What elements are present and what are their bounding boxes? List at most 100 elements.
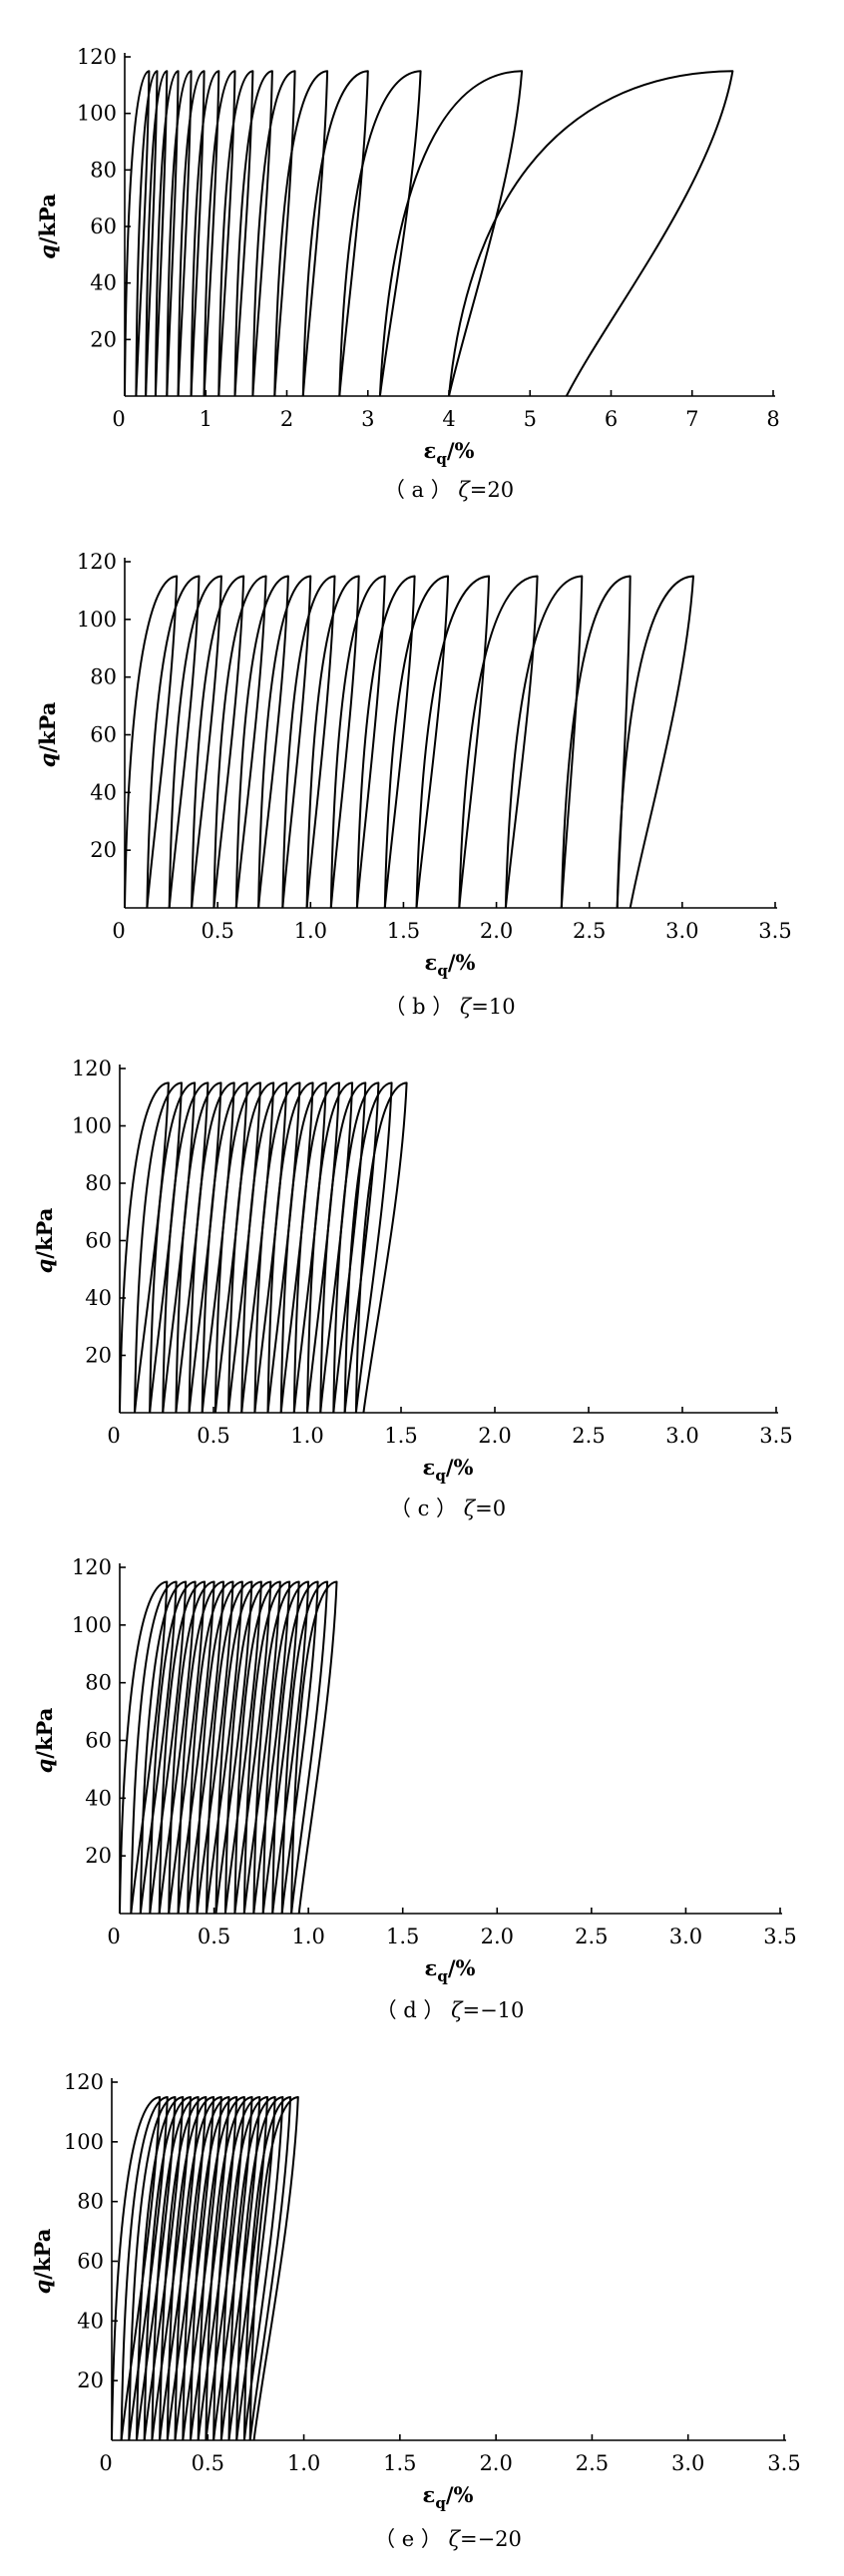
loading-cycle-loop-10 xyxy=(329,575,386,909)
x-tick-label: 0.5 xyxy=(198,1925,230,1948)
panel-caption: （ a ） ζ=20 xyxy=(384,478,514,502)
loading-cycle-loop-13 xyxy=(415,575,491,909)
loading-cycle-loop-18 xyxy=(242,2096,292,2441)
loading-cycle-loop-11 xyxy=(253,1081,301,1414)
y-tick-label: 80 xyxy=(90,665,117,689)
x-tick-label: 2 xyxy=(280,407,293,431)
loading-cycle-loop-11 xyxy=(190,2096,238,2441)
x-tick-label: 0 xyxy=(112,919,125,943)
x-tick-label: 2.5 xyxy=(575,1925,608,1948)
x-tick-label: 3.0 xyxy=(665,919,698,943)
x-tick-label: 3.5 xyxy=(767,2451,800,2475)
loading-cycle-loop-14 xyxy=(212,2096,261,2441)
loading-cycle-loop-8 xyxy=(281,575,336,909)
y-tick-label: 120 xyxy=(72,1057,112,1080)
x-tick-label: 2.0 xyxy=(480,919,513,943)
loading-cycle-loop-6 xyxy=(151,2096,200,2441)
x-axis-label: εq/% xyxy=(425,950,476,980)
y-tick-label: 60 xyxy=(77,2250,104,2274)
loading-cycle-loop-10 xyxy=(233,70,273,397)
panel-caption: （ d ） ζ=−10 xyxy=(376,1998,525,2022)
x-tick-label: 1.5 xyxy=(386,1925,419,1948)
loading-cycle-loop-19 xyxy=(354,1081,408,1414)
x-tick-label: 3.0 xyxy=(669,1925,702,1948)
y-tick-label: 120 xyxy=(77,45,117,69)
loading-cycle-loop-2 xyxy=(146,575,201,909)
loading-cycle-loop-19 xyxy=(248,2096,299,2441)
loading-cycle-loop-1 xyxy=(111,2096,162,2441)
loading-cycle-loop-9 xyxy=(174,2096,222,2441)
loading-cycle-loop-6 xyxy=(188,1081,235,1414)
y-tick-label: 120 xyxy=(72,1555,112,1579)
x-tick-label: 0 xyxy=(107,1424,120,1448)
loading-cycle-loop-8 xyxy=(203,70,236,397)
loading-cycle-loop-1 xyxy=(119,1081,170,1414)
loading-cycle-loop-10 xyxy=(182,2096,230,2441)
loading-cycle-loop-7 xyxy=(190,70,220,397)
x-tick-label: 1.5 xyxy=(383,2451,416,2475)
loading-cycle-loop-17 xyxy=(332,1081,380,1414)
panel-3: 0 0.5 1.0 1.5 2.0 2.5 3.0 3.5 20 40 60 80 100 120 q/kP… xyxy=(32,1057,793,1520)
panel-caption: （ e ） ζ=−20 xyxy=(374,2527,522,2551)
y-tick-label: 40 xyxy=(85,1286,112,1310)
y-tick-label: 60 xyxy=(90,723,117,747)
loading-cycle-loop-9 xyxy=(217,70,254,397)
loading-cycle-loop-8 xyxy=(213,1081,261,1414)
loading-cycle-loop-14 xyxy=(292,1081,340,1414)
loading-cycle-loop-13 xyxy=(301,70,369,397)
y-tick-label: 60 xyxy=(85,1229,112,1253)
loading-cycle-loop-5 xyxy=(175,1081,222,1414)
loading-cycle-loop-16 xyxy=(227,2096,276,2441)
panel-5: 0 0.5 1.0 1.5 2.0 2.5 3.0 3.5 20 40 60 80 100 120 q/kP… xyxy=(30,2070,801,2551)
loading-cycle-loop-13 xyxy=(205,2096,253,2441)
x-tick-label: 2.5 xyxy=(573,919,606,943)
x-tick-label: 4 xyxy=(442,407,455,431)
loading-cycle-loop-12 xyxy=(383,575,450,909)
x-axis-label: εq/% xyxy=(423,2482,474,2512)
loading-cycle-loop-4 xyxy=(154,70,180,397)
x-tick-label: 0.5 xyxy=(201,919,233,943)
loading-cycle-loop-13 xyxy=(279,1081,327,1414)
x-axis-label: εq/% xyxy=(424,438,475,468)
x-axis-label: εq/% xyxy=(423,1455,474,1485)
y-tick-label: 120 xyxy=(77,550,117,574)
x-tick-label: 2.5 xyxy=(576,2451,609,2475)
y-tick-label: 20 xyxy=(90,327,117,351)
loading-cycle-loop-14 xyxy=(338,70,422,397)
y-tick-label: 20 xyxy=(77,2368,104,2392)
loading-cycle-loop-9 xyxy=(227,1081,275,1414)
loading-cycle-loop-3 xyxy=(168,575,222,909)
x-tick-label: 0 xyxy=(112,407,125,431)
loading-cycle-loop-3 xyxy=(149,1081,197,1414)
y-axis-label: q/kPa xyxy=(32,1207,57,1273)
y-tick-label: 80 xyxy=(90,158,117,182)
x-tick-label: 3.5 xyxy=(763,1925,796,1948)
y-tick-label: 100 xyxy=(64,2130,104,2154)
loading-cycle-loop-11 xyxy=(355,575,416,909)
x-axis-label: εq/% xyxy=(425,1955,476,1985)
x-tick-label: 2.5 xyxy=(572,1424,605,1448)
panel-2: 0 0.5 1.0 1.5 2.0 2.5 3.0 3.5 20 40 60 80 100 120 q/kP… xyxy=(35,550,792,1019)
x-tick-label: 1.5 xyxy=(387,919,420,943)
loading-cycle-loop-8 xyxy=(166,2096,215,2441)
loading-cycle-loop-9 xyxy=(305,575,360,909)
x-tick-label: 1.5 xyxy=(384,1424,417,1448)
panel-1: 0 1 2 3 4 5 6 7 8 20 40 60 80 100 120 q/kPa εq/% （ a ） ζ=… xyxy=(35,45,780,502)
loading-cycle-loop-18 xyxy=(343,1081,393,1414)
x-tick-label: 1.0 xyxy=(294,919,327,943)
x-tick-label: 0 xyxy=(99,2451,112,2475)
x-tick-label: 2.0 xyxy=(481,1925,514,1948)
y-tick-label: 100 xyxy=(77,102,117,126)
loading-cycle-loop-4 xyxy=(162,1081,210,1414)
x-tick-label: 1.0 xyxy=(291,1925,324,1948)
loading-cycle-loop-15 xyxy=(504,575,584,909)
loading-cycle-loop-4 xyxy=(191,575,245,909)
loading-cycle-loop-14 xyxy=(458,575,539,909)
y-tick-label: 60 xyxy=(85,1729,112,1753)
y-tick-label: 60 xyxy=(90,215,117,238)
x-tick-label: 5 xyxy=(524,407,537,431)
x-tick-label: 1 xyxy=(200,407,212,431)
loading-cycle-loop-7 xyxy=(201,1081,248,1414)
y-axis-label: q/kPa xyxy=(30,2228,55,2294)
